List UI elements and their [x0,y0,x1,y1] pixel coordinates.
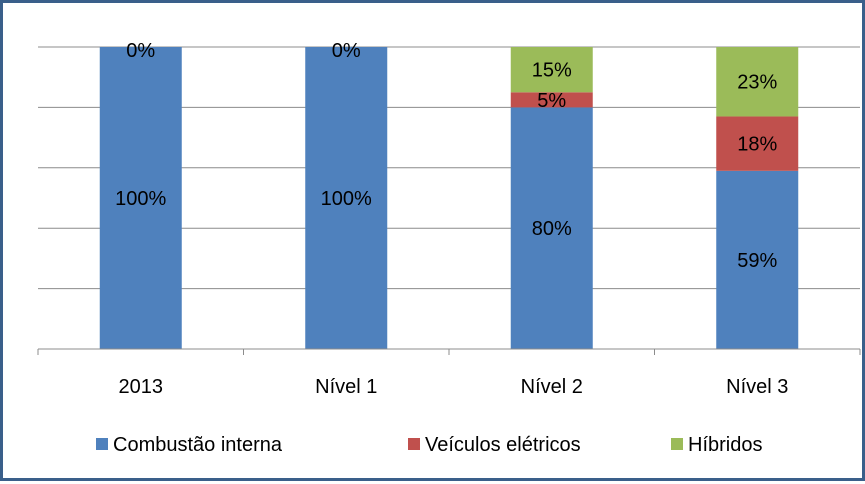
data-labels: 100% 0% 100% 0% 80% 5% 15% 59% 18% 23% [115,40,777,272]
data-label: 100% [321,188,372,210]
data-label: 15% [532,60,572,82]
x-axis [37,348,861,355]
x-tick-label: Nível 2 [521,376,583,398]
data-label: 0% [126,40,155,62]
bar-segment [510,92,593,108]
data-label: 100% [115,188,166,210]
x-tick-label: 2013 [119,376,164,398]
bar-segment [716,170,799,349]
data-label: 80% [532,218,572,240]
x-tick-label: Nível 3 [726,376,788,398]
bar-segment [510,107,593,350]
x-tick-labels: 2013 Nível 1 Nível 2 Nível 3 [119,376,789,398]
legend-swatch [408,438,420,450]
data-label: 23% [737,72,777,94]
data-label: 59% [737,250,777,272]
legend-swatch [671,438,683,450]
legend-entry: Híbridos [688,434,762,456]
x-tick-label: Nível 1 [315,376,377,398]
bar-segment [99,47,182,349]
legend-entry: Combustão interna [113,434,283,456]
bar-segment [305,47,388,349]
stacked-bar-chart: 100% 0% 100% 0% 80% 5% 15% 59% 18% 23% 2013 Nível … [37,40,861,456]
legend-swatch [96,438,108,450]
data-label: 0% [332,40,361,62]
data-label: 18% [737,134,777,156]
data-label: 5% [537,90,566,112]
bars [99,47,799,350]
bar-segment [716,47,799,117]
legend-entry: Veículos elétricos [425,434,581,456]
legend: Combustão interna Veículos elétricos Híbri… [96,434,762,456]
bar-segment [510,47,593,93]
bar-segment [716,116,799,171]
